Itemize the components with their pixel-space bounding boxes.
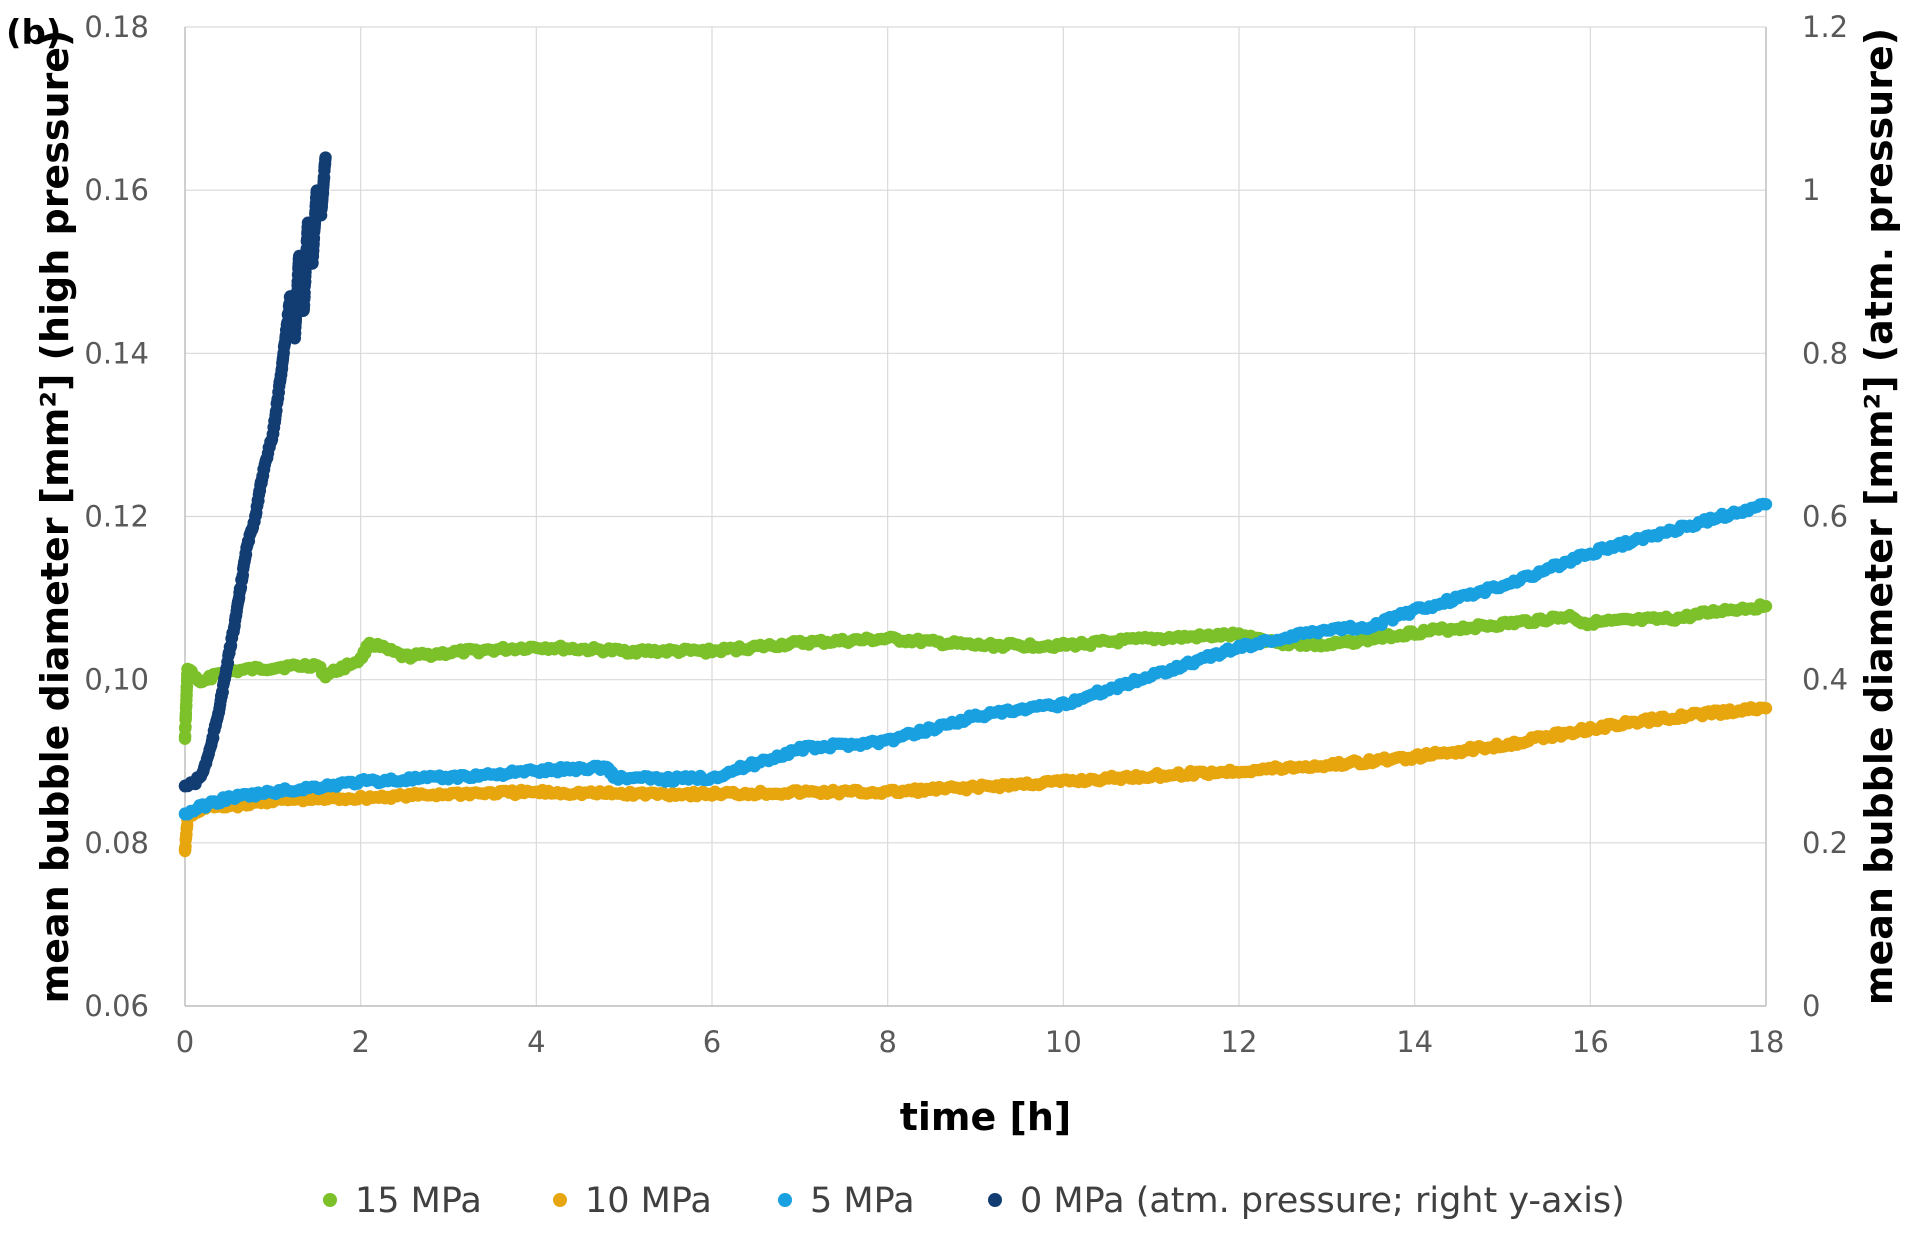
y-left-tick-label: 0.16: [84, 173, 149, 207]
legend-label: 15 MPa: [355, 1181, 482, 1221]
y-right-tick-label: 0.4: [1802, 663, 1848, 697]
data-point: [1759, 600, 1773, 613]
y-right-tick-label: 0.2: [1802, 826, 1848, 860]
x-tick-label: 14: [1396, 1025, 1433, 1059]
series-10-mpa: [178, 701, 1773, 858]
y-left-tick-label: 0.06: [84, 989, 149, 1023]
y-left-tick-label: 0.12: [84, 500, 149, 534]
data-point: [319, 151, 332, 164]
legend-label: 0 MPa (atm. pressure; right y-axis): [1020, 1181, 1625, 1221]
x-tick-label: 18: [1748, 1025, 1785, 1059]
series-layer: [178, 151, 1773, 858]
legend-label: 10 MPa: [585, 1181, 712, 1221]
data-point: [178, 779, 192, 792]
x-tick-label: 6: [703, 1025, 721, 1059]
x-tick-label: 12: [1221, 1025, 1258, 1059]
grid-layer: [185, 26, 1766, 1007]
x-tick-label: 16: [1572, 1025, 1609, 1059]
data-point: [1759, 498, 1773, 511]
data-point: [1759, 702, 1773, 715]
data-point: [178, 730, 192, 743]
y-right-tick-label: 0: [1802, 989, 1820, 1023]
legend-item: 0 MPa (atm. pressure; right y-axis): [988, 1181, 1625, 1221]
y-left-axis-title: mean bubble diameter [mm²] (high pressur…: [33, 30, 77, 1004]
x-tick-label: 8: [878, 1025, 896, 1059]
series-5-mpa: [178, 497, 1773, 821]
y-right-axis-title: mean bubble diameter [mm²] (atm. pressur…: [1857, 28, 1901, 1005]
legend-marker: [988, 1193, 1002, 1207]
y-left-tick-label: 0,10: [84, 663, 149, 697]
legend-item: 5 MPa: [778, 1181, 915, 1221]
panel-label: (b): [6, 13, 61, 53]
legend-item: 10 MPa: [553, 1181, 712, 1221]
legend-marker: [553, 1193, 567, 1207]
legend-marker: [778, 1193, 792, 1207]
x-tick-label: 4: [527, 1025, 545, 1059]
y-right-tick-label: 1: [1802, 173, 1820, 207]
legend-marker: [323, 1193, 337, 1207]
x-axis-title: time [h]: [900, 1095, 1072, 1139]
series-0-mpa: [178, 151, 332, 793]
y-left-tick-label: 0.08: [84, 826, 149, 860]
legend: 15 MPa 10 MPa 5 MPa 0 MPa (atm. pressure; r…: [323, 1181, 1625, 1221]
y-left-tick-label: 0.14: [84, 336, 149, 370]
labels-layer: 0 2 4 6 8 10 12 14 16 180.060.080,100.120.140.160…: [6, 10, 1901, 1139]
y-right-tick-label: 1.2: [1802, 10, 1848, 44]
y-left-tick-label: 0.18: [84, 10, 149, 44]
x-tick-label: 10: [1045, 1025, 1082, 1059]
series-15-mpa: [178, 598, 1773, 745]
data-point: [178, 808, 192, 821]
y-right-tick-label: 0.6: [1802, 500, 1848, 534]
y-right-tick-label: 0.8: [1802, 336, 1848, 370]
legend-item: 15 MPa: [323, 1181, 482, 1221]
x-tick-label: 0: [176, 1025, 194, 1059]
legend-label: 5 MPa: [810, 1181, 915, 1221]
x-tick-label: 2: [351, 1025, 369, 1059]
data-point: [178, 844, 192, 858]
